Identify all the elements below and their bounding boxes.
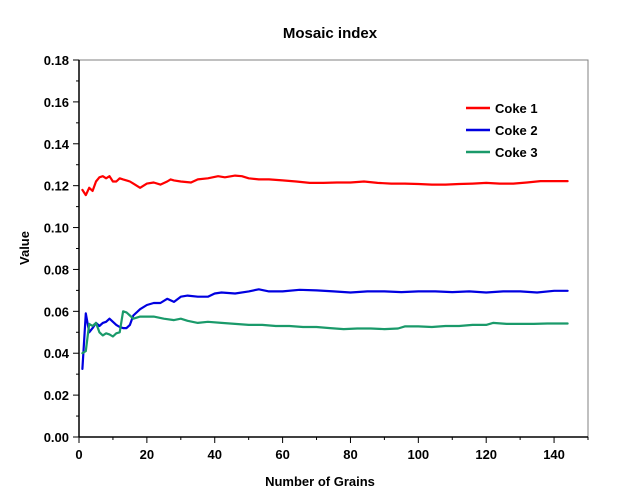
legend: Coke 1 Coke 2 Coke 3 (466, 101, 538, 160)
y-tick-label: 0.00 (44, 430, 69, 445)
legend-label-coke-3: Coke 3 (495, 145, 538, 160)
y-tick-label: 0.18 (44, 53, 69, 68)
y-tick-label: 0.14 (44, 137, 70, 152)
series-layer (81, 174, 569, 370)
y-tick-label: 0.04 (44, 346, 70, 361)
series-line-coke-3 (81, 310, 569, 355)
y-tick-label: 0.16 (44, 95, 69, 110)
y-tick-label: 0.10 (44, 221, 69, 236)
x-tick-label: 100 (407, 447, 429, 462)
x-tick-label: 80 (343, 447, 357, 462)
x-tick-label: 140 (543, 447, 565, 462)
legend-label-coke-1: Coke 1 (495, 101, 538, 116)
plot-area-frame (78, 59, 589, 438)
x-tick-label: 20 (140, 447, 154, 462)
y-tick-label: 0.02 (44, 388, 69, 403)
series-line-coke-2 (81, 288, 569, 370)
axes: 0.00 0.02 0.04 0.06 0.08 0.10 0.12 0.14 0.16 0.18… (44, 53, 589, 462)
y-axis-title: Value (17, 231, 32, 265)
chart-title: Mosaic index (283, 25, 378, 42)
y-tick-label: 0.08 (44, 262, 69, 277)
x-tick-label: 0 (75, 447, 82, 462)
y-tick-label: 0.06 (44, 304, 69, 319)
y-tick-label: 0.12 (44, 179, 69, 194)
x-tick-label: 40 (207, 447, 221, 462)
legend-label-coke-2: Coke 2 (495, 123, 538, 138)
x-tick-label: 120 (475, 447, 497, 462)
x-axis-title: Number of Grains (265, 474, 375, 489)
x-tick-label: 60 (275, 447, 289, 462)
series-line-coke-1 (81, 174, 569, 197)
